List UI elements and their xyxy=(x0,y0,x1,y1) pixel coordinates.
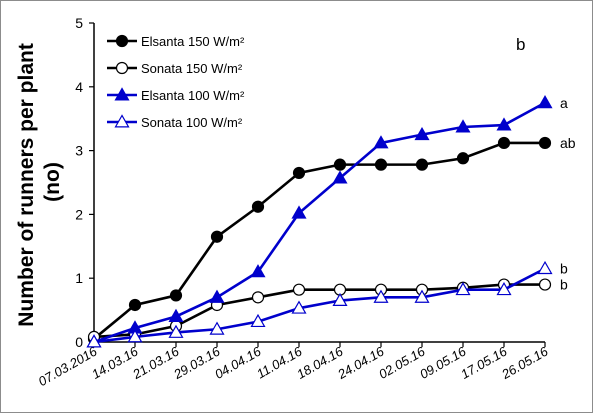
legend-label: Elsanta 150 W/m² xyxy=(141,34,245,49)
x-tick-label: 24.04.16 xyxy=(334,343,387,382)
series-line xyxy=(93,101,546,344)
series-line xyxy=(93,267,546,344)
data-point xyxy=(455,119,471,133)
y-tick-label: 3 xyxy=(75,143,83,159)
data-point xyxy=(292,283,306,296)
y-axis-title-line-1: Number of runners per plant xyxy=(15,43,38,327)
data-point xyxy=(291,300,307,314)
data-point xyxy=(373,289,389,303)
legend-marker xyxy=(114,114,130,128)
data-point xyxy=(537,260,553,275)
legend-label: Elsanta 100 W/m² xyxy=(141,88,245,103)
data-point xyxy=(374,158,388,171)
y-tick-label: 5 xyxy=(75,15,83,31)
y-tick-label: 2 xyxy=(75,206,83,222)
legend-marker xyxy=(115,61,129,75)
data-point xyxy=(209,321,225,335)
y-axis-ticks: 0 1 2 3 4 5 xyxy=(75,15,94,350)
x-axis-ticks: 07.03.201614.03.1621.03.1629.03.1604.04.… xyxy=(36,342,551,389)
data-point xyxy=(127,329,143,343)
data-point xyxy=(332,170,348,184)
significance-label: b xyxy=(560,261,568,277)
data-point xyxy=(168,308,184,322)
data-point xyxy=(538,136,552,150)
legend-label: Sonata 150 W/m² xyxy=(141,61,243,76)
data-point xyxy=(251,291,265,304)
data-point xyxy=(496,117,512,131)
series-line xyxy=(93,283,545,339)
legend-item: Sonata 100 W/m² xyxy=(107,114,243,130)
data-point xyxy=(414,126,430,141)
legend: Elsanta 150 W/m² Sonata 150 W/m² Elsanta 1… xyxy=(107,34,245,130)
series-3 xyxy=(86,95,553,348)
data-point xyxy=(455,281,471,296)
x-tick-label: 04.04.16 xyxy=(212,343,264,382)
data-point xyxy=(415,158,429,171)
x-tick-label: 26.05.16 xyxy=(498,343,551,382)
data-point xyxy=(168,324,184,338)
series-1 xyxy=(87,136,552,345)
data-point xyxy=(291,205,307,219)
series-4 xyxy=(86,260,553,348)
y-tick-label: 1 xyxy=(75,270,83,286)
data-point xyxy=(210,230,224,243)
y-axis-title: Number of runners per plant (no) xyxy=(15,37,64,326)
data-point xyxy=(250,264,266,278)
data-point xyxy=(414,289,430,303)
data-point xyxy=(128,298,142,312)
legend-item: Elsanta 150 W/m² xyxy=(107,34,245,49)
x-tick-label: 21.03.16 xyxy=(129,343,182,382)
y-axis-title-line-2: (no) xyxy=(41,162,64,202)
data-point xyxy=(332,292,348,307)
data-point xyxy=(250,313,266,328)
data-point xyxy=(251,200,265,213)
legend-marker xyxy=(115,34,129,48)
x-tick-label: 29.03.16 xyxy=(170,343,223,382)
series-line xyxy=(93,141,545,340)
data-point xyxy=(496,281,512,296)
data-point xyxy=(537,95,553,109)
legend-label: Sonata 100 W/m² xyxy=(141,115,243,130)
data-point xyxy=(497,136,511,150)
data-point xyxy=(292,166,306,180)
legend-marker xyxy=(114,87,130,101)
data-point xyxy=(333,158,347,171)
legend-item: Elsanta 100 W/m² xyxy=(107,87,245,103)
significance-label: b xyxy=(560,277,568,293)
y-tick-label: 0 xyxy=(75,334,83,350)
data-point xyxy=(209,289,225,303)
data-point xyxy=(456,152,470,165)
panel-label: b xyxy=(516,35,525,54)
data-point xyxy=(86,334,102,348)
data-point xyxy=(169,289,183,302)
series-layer xyxy=(86,95,553,348)
legend-item: Sonata 150 W/m² xyxy=(107,61,243,76)
significance-label: ab xyxy=(560,135,576,151)
data-point xyxy=(373,135,389,149)
x-tick-label: 07.03.2016 xyxy=(36,343,101,389)
y-tick-label: 4 xyxy=(75,79,83,95)
data-point xyxy=(538,278,552,291)
significance-label: a xyxy=(560,95,568,111)
